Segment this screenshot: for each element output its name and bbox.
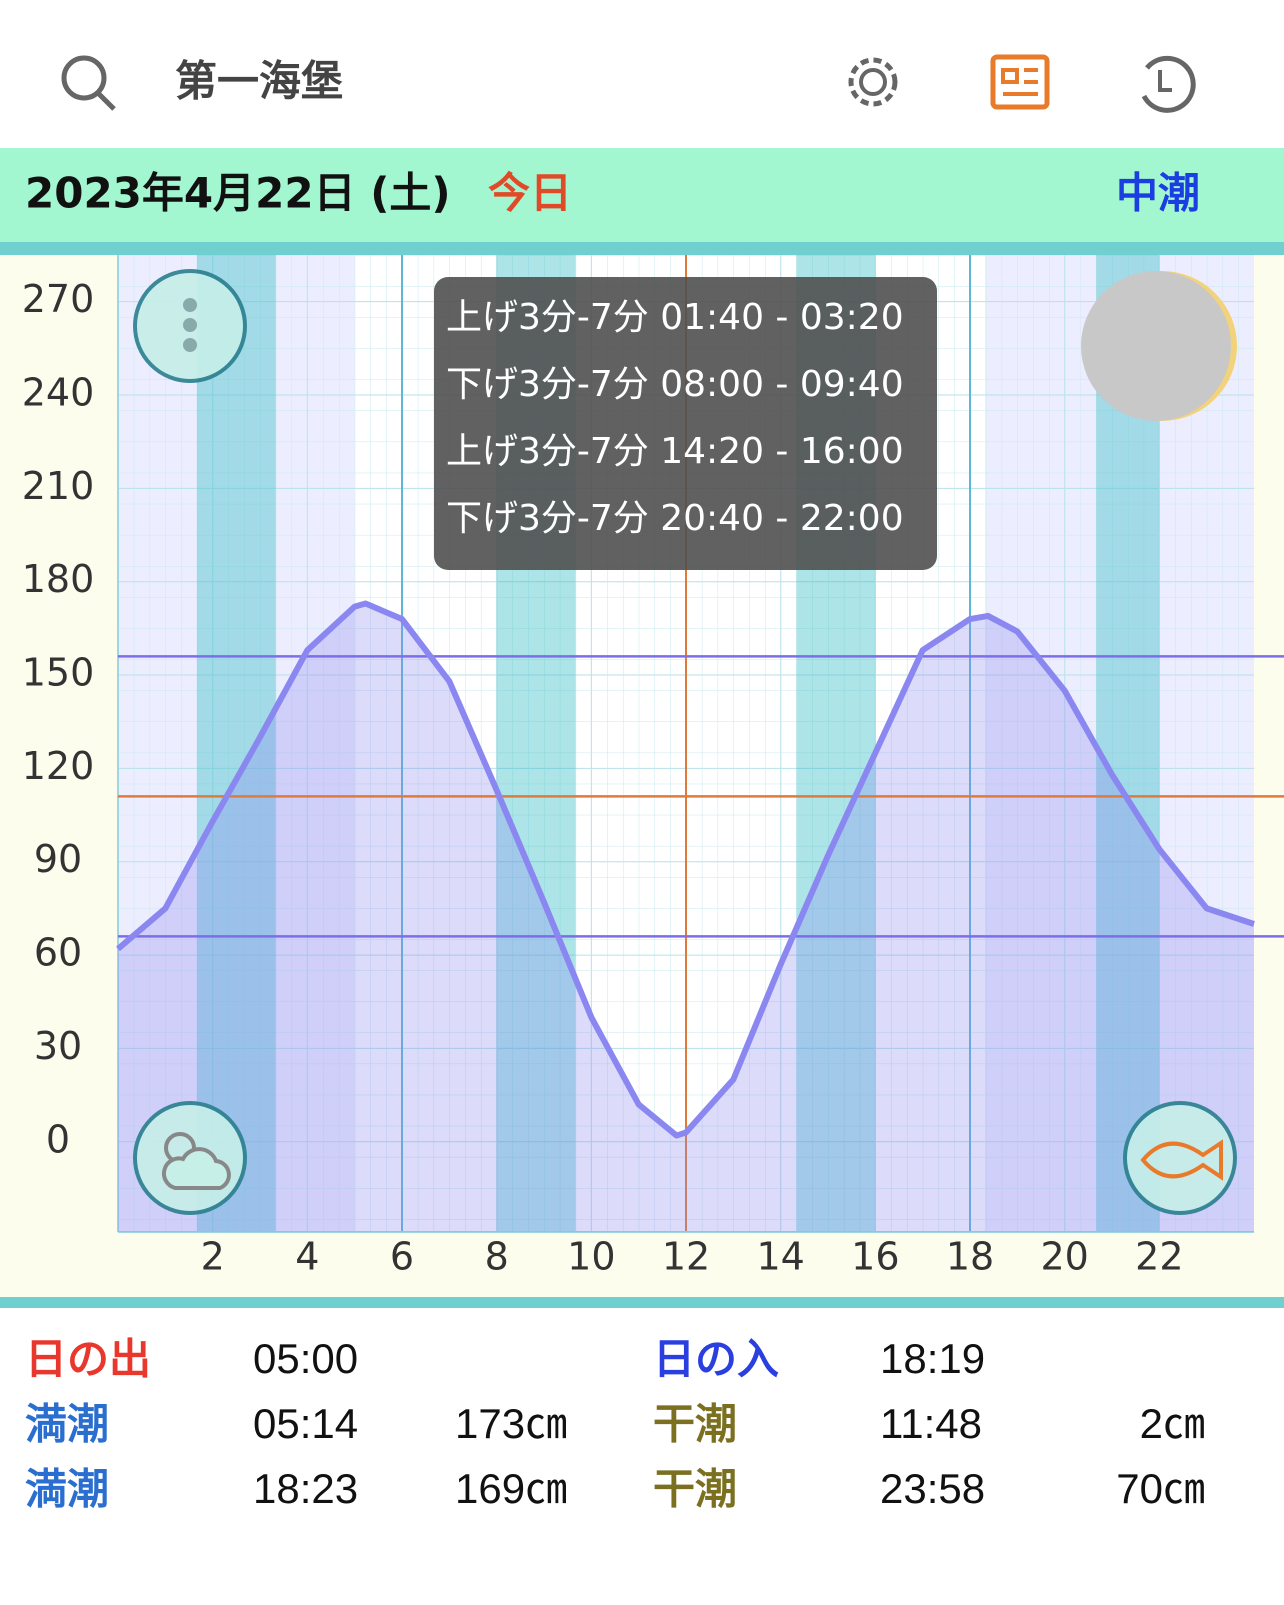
fish-button[interactable] bbox=[1123, 1101, 1237, 1215]
x-tick-label: 16 bbox=[851, 1235, 899, 1279]
tooltip bbox=[434, 277, 937, 570]
divider bbox=[0, 1297, 1284, 1308]
tide-type: 中潮 bbox=[1116, 169, 1200, 218]
tide-time: 18:23 bbox=[253, 1465, 358, 1512]
y-tick-label: 30 bbox=[34, 1024, 82, 1068]
x-tick-label: 14 bbox=[756, 1235, 804, 1279]
x-tick-label: 10 bbox=[567, 1235, 615, 1279]
tide-time: 23:58 bbox=[880, 1465, 985, 1512]
tide-time: 05:00 bbox=[253, 1335, 358, 1382]
menu-dot bbox=[183, 318, 197, 332]
date-bar bbox=[0, 148, 1284, 245]
x-tick-label: 20 bbox=[1040, 1235, 1088, 1279]
menu-dot bbox=[183, 338, 197, 352]
tooltip-line: 下げ3分-7分 20:40 - 22:00 bbox=[446, 498, 904, 539]
tide-label: 日の入 bbox=[653, 1335, 779, 1384]
tide-height: 169㎝ bbox=[455, 1465, 567, 1512]
x-tick-label: 8 bbox=[485, 1235, 509, 1279]
history-button[interactable] bbox=[1141, 55, 1196, 113]
tide-label: 干潮 bbox=[653, 1400, 737, 1449]
settings-button[interactable] bbox=[848, 57, 898, 107]
x-tick-label: 6 bbox=[390, 1235, 414, 1279]
tide-band bbox=[196, 255, 276, 1232]
tide-label: 日の出 bbox=[25, 1335, 151, 1384]
plot: 上げ3分-7分 01:40 - 03:20 下げ3分-7分 08:00 - 09:… bbox=[116, 255, 1284, 1233]
tide-label: 満潮 bbox=[25, 1400, 109, 1449]
y-tick-label: 60 bbox=[34, 931, 82, 975]
moon bbox=[1081, 271, 1231, 421]
tide-time: 18:19 bbox=[880, 1335, 985, 1382]
tooltip-line: 上げ3分-7分 01:40 - 03:20 bbox=[446, 297, 904, 338]
tide-time: 11:48 bbox=[880, 1400, 982, 1447]
cloud-icon bbox=[161, 1147, 231, 1190]
tide-height: 173㎝ bbox=[455, 1400, 567, 1447]
tooltip-line: 上げ3分-7分 14:20 - 16:00 bbox=[446, 431, 904, 472]
y-tick-label: 90 bbox=[34, 837, 82, 881]
y-tick-label: 0 bbox=[46, 1117, 70, 1161]
y-tick-label: 120 bbox=[22, 744, 95, 788]
tooltip-line: 下げ3分-7分 08:00 - 09:40 bbox=[446, 364, 904, 405]
search-button[interactable] bbox=[61, 55, 116, 111]
tide-height: 2㎝ bbox=[1140, 1400, 1205, 1447]
tide-label: 満潮 bbox=[25, 1465, 109, 1514]
tide-height: 70㎝ bbox=[1116, 1465, 1205, 1512]
y-tick-label: 210 bbox=[22, 464, 95, 508]
date: 2023年4月22日 (土) bbox=[25, 169, 451, 218]
x-tick-label: 2 bbox=[201, 1235, 225, 1279]
x-tick-label: 22 bbox=[1135, 1235, 1183, 1279]
tide-time: 05:14 bbox=[253, 1400, 358, 1447]
y-tick-label: 240 bbox=[22, 371, 95, 415]
x-tick-label: 18 bbox=[946, 1235, 994, 1279]
x-tick-label: 12 bbox=[662, 1235, 710, 1279]
tide-curve bbox=[116, 600, 1255, 1139]
location-title: 第一海堡 bbox=[175, 57, 343, 106]
divider bbox=[0, 242, 1284, 255]
news-button[interactable] bbox=[990, 54, 1050, 110]
x-tick-label: 4 bbox=[295, 1235, 319, 1279]
y-tick-label: 270 bbox=[22, 277, 95, 321]
menu-dot bbox=[183, 298, 197, 312]
y-tick-label: 180 bbox=[22, 557, 95, 601]
fish-icon bbox=[1140, 1139, 1223, 1181]
y-tick-label: 150 bbox=[22, 651, 95, 695]
today-label: 今日 bbox=[488, 169, 572, 218]
tide-area bbox=[118, 603, 1254, 1232]
tide-label: 干潮 bbox=[653, 1465, 737, 1514]
